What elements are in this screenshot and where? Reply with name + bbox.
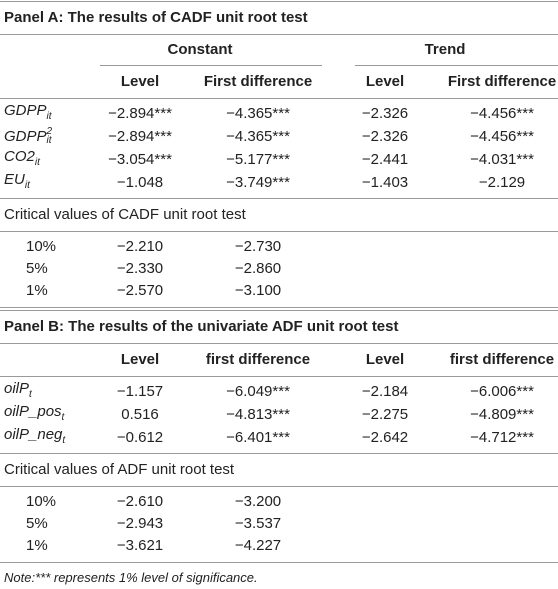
critical-value: −4.227 xyxy=(234,537,282,554)
cell-value: −6.401*** xyxy=(226,429,290,446)
label-base: GDPP xyxy=(4,102,47,119)
critical-value: −2.943 xyxy=(116,515,164,532)
column-header: First difference xyxy=(203,73,313,90)
rule xyxy=(355,65,558,66)
cell-value: −4.809*** xyxy=(470,406,534,423)
column-header: first difference xyxy=(205,351,311,368)
label-base: oilP xyxy=(4,380,30,397)
cell-value: −3.054*** xyxy=(108,151,172,168)
column-header: Level xyxy=(120,351,160,368)
cell-value: −4.365*** xyxy=(226,128,290,145)
label-sub: t xyxy=(29,389,32,400)
critical-value: −3.537 xyxy=(234,515,282,532)
label-base: GDPP xyxy=(4,127,47,145)
critical-value: −2.860 xyxy=(234,260,282,277)
cell-value: −2.129 xyxy=(478,174,526,191)
rule xyxy=(0,231,558,232)
label-sub: t xyxy=(61,412,65,423)
critical-value: −3.621 xyxy=(116,537,164,554)
rule xyxy=(0,343,558,344)
column-header: First difference xyxy=(447,73,557,90)
cell-value: −4.712*** xyxy=(470,429,534,446)
label-sub: t xyxy=(62,435,66,446)
cell-value: −6.006*** xyxy=(470,383,534,400)
cell-value: −2.894*** xyxy=(108,105,172,122)
label-base: oilP_neg xyxy=(4,426,63,443)
row-label: oilP_negt xyxy=(4,426,65,450)
label-sub: it xyxy=(46,135,52,147)
cell-value: −6.049*** xyxy=(226,383,290,400)
rule xyxy=(0,486,558,487)
cell-value: −4.031*** xyxy=(470,151,534,168)
critical-value: −2.610 xyxy=(116,493,164,510)
cell-value: −2.184 xyxy=(361,383,409,400)
rule xyxy=(0,1,558,2)
row-label: CO2it xyxy=(4,148,40,172)
panel-title: Panel A: The results of CADF unit root t… xyxy=(4,9,308,26)
row-label: oilPt xyxy=(4,380,32,404)
column-header: Level xyxy=(120,73,160,90)
row-label: EUit xyxy=(4,171,30,195)
critical-value: −3.100 xyxy=(234,282,282,299)
cell-value: −1.048 xyxy=(116,174,164,191)
critical-level: 1% xyxy=(26,537,48,554)
row-label: GDPPit xyxy=(4,102,52,126)
cell-value: 0.516 xyxy=(121,406,159,423)
cell-value: −2.894*** xyxy=(108,128,172,145)
column-header: Level xyxy=(365,351,405,368)
label-base: EU xyxy=(4,171,25,188)
cell-value: −4.456*** xyxy=(470,105,534,122)
group-header: Trend xyxy=(424,41,466,58)
critical-value: −2.330 xyxy=(116,260,164,277)
cell-value: −1.157 xyxy=(116,383,164,400)
rule xyxy=(0,562,558,563)
critical-value: −3.200 xyxy=(234,493,282,510)
critical-title: Critical values of CADF unit root test xyxy=(4,206,246,223)
cell-value: −4.365*** xyxy=(226,105,290,122)
critical-value: −2.570 xyxy=(116,282,164,299)
rule xyxy=(100,65,322,66)
group-header: Constant xyxy=(167,41,233,58)
label-sub: it xyxy=(34,157,40,168)
column-header: Level xyxy=(365,73,405,90)
cell-value: −5.177*** xyxy=(226,151,290,168)
critical-level: 1% xyxy=(26,282,48,299)
cell-value: −2.441 xyxy=(361,151,409,168)
critical-title: Critical values of ADF unit root test xyxy=(4,461,235,478)
panel-title: Panel B: The results of the univariate A… xyxy=(4,318,399,335)
row-label: oilP_post xyxy=(4,403,64,427)
column-header: first difference xyxy=(449,351,555,368)
cell-value: −0.612 xyxy=(116,429,164,446)
critical-level: 5% xyxy=(26,515,48,532)
cell-value: −3.749*** xyxy=(226,174,290,191)
label-sub: it xyxy=(46,111,52,122)
label-sup: 2 xyxy=(46,126,53,138)
cell-value: −1.403 xyxy=(361,174,409,191)
row-label: GDPP 2 it xyxy=(4,126,53,147)
cell-value: −2.326 xyxy=(361,128,409,145)
rule xyxy=(0,34,558,35)
critical-value: −2.730 xyxy=(234,238,282,255)
rule xyxy=(0,198,558,199)
label-base: CO2 xyxy=(4,148,35,165)
critical-level: 10% xyxy=(26,493,57,510)
cell-value: −2.326 xyxy=(361,105,409,122)
rule xyxy=(0,310,558,311)
note: Note:*** represents 1% level of signific… xyxy=(4,570,258,585)
rule xyxy=(0,453,558,454)
cell-value: −2.275 xyxy=(361,406,409,423)
rule xyxy=(0,98,558,99)
cell-value: −2.642 xyxy=(361,429,409,446)
critical-level: 10% xyxy=(26,238,57,255)
critical-value: −2.210 xyxy=(116,238,164,255)
label-scripts: 2 it xyxy=(46,126,53,147)
critical-level: 5% xyxy=(26,260,48,277)
label-sub: it xyxy=(24,180,30,191)
cell-value: −4.813*** xyxy=(226,406,290,423)
label-base: oilP_pos xyxy=(4,403,62,420)
rule xyxy=(0,307,558,308)
cell-value: −4.456*** xyxy=(470,128,534,145)
rule xyxy=(0,376,558,377)
